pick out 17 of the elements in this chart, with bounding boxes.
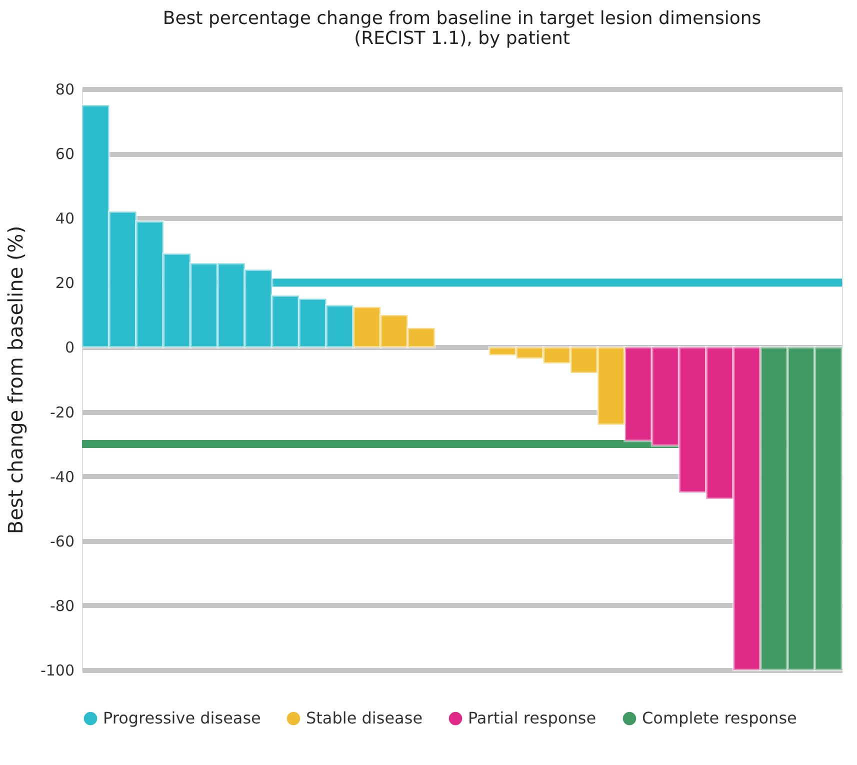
text: (RECIST 1.1), by patient xyxy=(354,28,570,49)
y-tick-label: 20 xyxy=(55,274,74,292)
y-tick-label: -60 xyxy=(50,532,74,550)
legend-label: Progressive disease xyxy=(103,708,261,728)
y-axis-title: Best change from baseline (%) xyxy=(3,226,28,534)
y-tick-label: -80 xyxy=(50,596,74,615)
y-tick-label: -40 xyxy=(50,468,74,486)
y-tick-label: 40 xyxy=(55,210,74,228)
text: Best percentage change from baseline in target lesion dimensions xyxy=(162,8,762,29)
legend-label: Stable disease xyxy=(306,708,423,728)
y-tick-label: 60 xyxy=(55,145,74,164)
y-tick-label: 80 xyxy=(55,80,74,98)
legend-label: Complete response xyxy=(642,708,797,728)
legend-label: Partial response xyxy=(468,708,596,728)
y-tick-label: 0 xyxy=(64,338,74,357)
y-tick-label: -100 xyxy=(40,662,74,680)
y-tick-label: -20 xyxy=(50,403,74,422)
